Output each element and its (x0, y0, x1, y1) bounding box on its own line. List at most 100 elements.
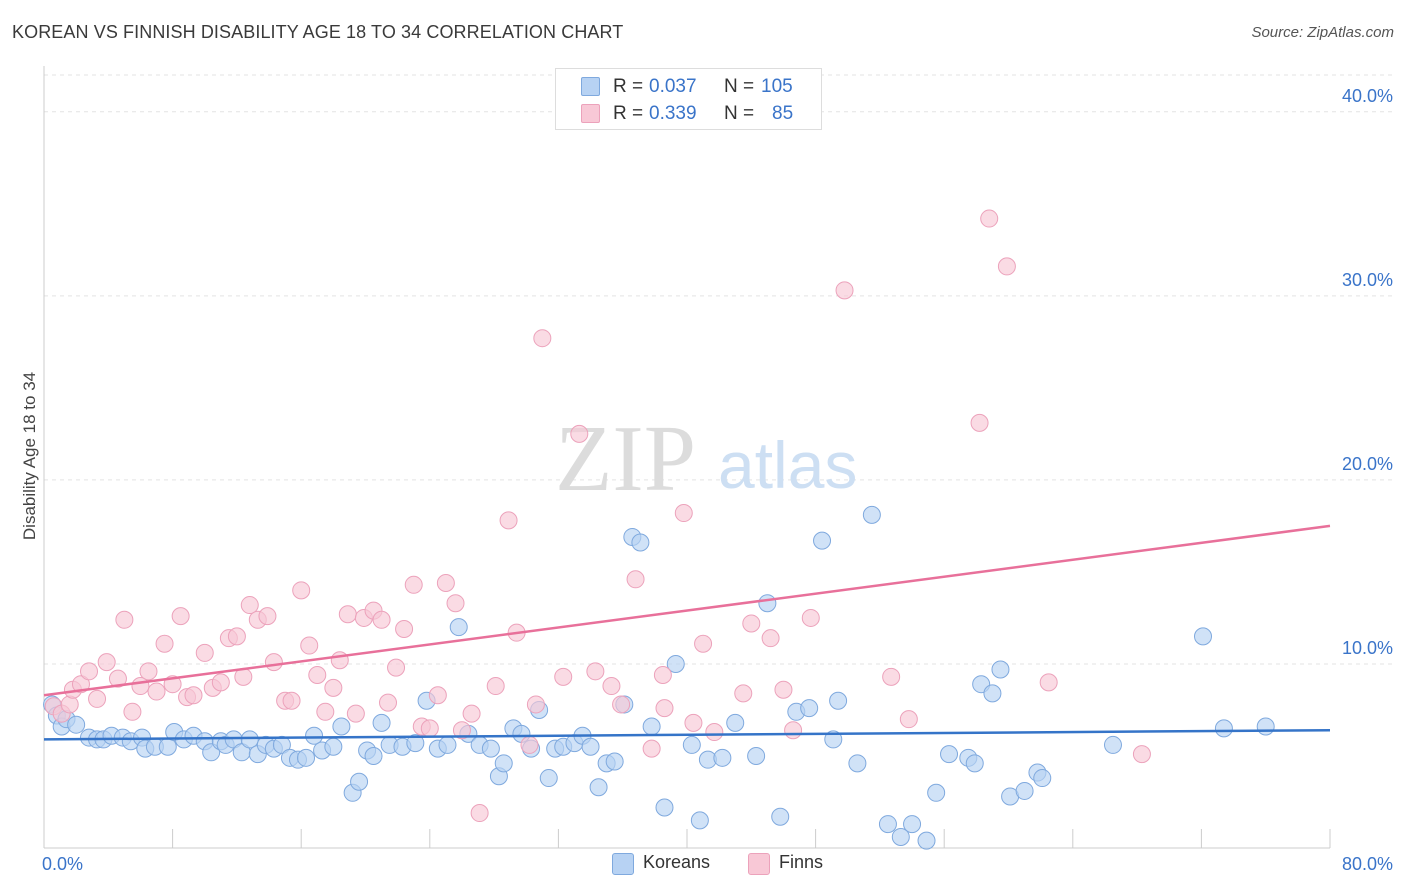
finn-point (97, 653, 116, 672)
n-label: N = (724, 76, 755, 97)
finn-point (452, 721, 471, 740)
finn-point (60, 695, 79, 714)
korean-point (983, 684, 1002, 703)
korean-point (1033, 769, 1052, 788)
finn-point (372, 610, 391, 629)
korean-point (713, 748, 732, 767)
finn-point (404, 575, 423, 594)
y-tick-label: 20.0% (1342, 454, 1393, 474)
korean-point (481, 739, 500, 758)
korean-point (272, 735, 291, 754)
korean-point (494, 754, 513, 773)
korean-point (364, 746, 383, 765)
finn-point (139, 662, 158, 681)
koreans-legend-swatch (612, 853, 634, 875)
finn-point (436, 573, 455, 592)
finns-stat-swatch (581, 104, 600, 123)
finn-point (554, 667, 573, 686)
finn-point (784, 721, 803, 740)
r-label: R = (613, 103, 644, 124)
finn-point (1039, 673, 1058, 692)
finn-point (655, 699, 674, 718)
korean-point (1256, 717, 1275, 736)
finn-point (446, 594, 465, 613)
korean-point (655, 798, 674, 817)
korean-point (747, 746, 766, 765)
korean-point (682, 735, 701, 754)
korean-point (891, 827, 910, 846)
korean-point (297, 748, 316, 767)
watermark-atlas: atlas (718, 428, 857, 502)
finn-point (684, 713, 703, 732)
korean-point (240, 730, 259, 749)
koreans-stat-swatch (581, 77, 600, 96)
korean-point (690, 811, 709, 830)
finn-point (195, 643, 214, 662)
finn-point (258, 607, 277, 626)
korean-point (350, 772, 369, 791)
finn-point (533, 329, 552, 348)
finn-point (742, 614, 761, 633)
finns-trend-line (43, 524, 1331, 697)
legend-label: Finns (779, 852, 824, 872)
finn-point (80, 662, 99, 681)
finn-point (227, 627, 246, 646)
chart-title: KOREAN VS FINNISH DISABILITY AGE 18 TO 3… (12, 22, 624, 42)
finn-point (980, 209, 999, 228)
finn-point (292, 581, 311, 600)
watermark-zip: ZIP (555, 407, 696, 511)
r-label: R = (613, 76, 644, 97)
finn-point (131, 677, 150, 696)
finn-point (526, 695, 545, 714)
finn-point (520, 735, 539, 754)
korean-point (332, 717, 351, 736)
korean-point (862, 505, 881, 524)
finn-point (801, 608, 820, 627)
finn-point (570, 424, 589, 443)
n-value: 105 (761, 76, 793, 97)
x-tick-label: 0.0% (42, 854, 83, 874)
finn-point (88, 689, 107, 708)
finn-point (123, 702, 142, 721)
finn-point (899, 710, 918, 729)
legend-label: Koreans (643, 852, 711, 872)
y-axis-label: Disability Age 18 to 34 (20, 371, 39, 541)
finn-point (694, 634, 713, 653)
y-tick-label: 40.0% (1342, 86, 1393, 106)
finn-point (761, 629, 780, 648)
korean-point (726, 713, 745, 732)
korean-point (666, 654, 685, 673)
finn-point (612, 695, 631, 714)
korean-point (965, 754, 984, 773)
finn-point (71, 675, 90, 694)
finn-point (420, 719, 439, 738)
korean-point (1214, 719, 1233, 738)
korean-point (771, 807, 790, 826)
finn-point (674, 504, 693, 523)
korean-point (642, 717, 661, 736)
r-value: 0.037 (649, 76, 697, 97)
finn-point (1132, 745, 1151, 764)
finn-point (264, 653, 283, 672)
korean-point (1194, 627, 1213, 646)
korean-point (1015, 781, 1034, 800)
korean-point (848, 754, 867, 773)
finn-point (642, 739, 661, 758)
finn-point (970, 413, 989, 432)
korean-point (813, 531, 832, 550)
y-tick-label: 30.0% (1342, 270, 1393, 290)
finns-points (44, 209, 1151, 823)
korean-point (438, 735, 457, 754)
n-label: N = (724, 103, 755, 124)
finn-point (240, 596, 259, 615)
finn-point (282, 691, 301, 710)
finn-point (184, 686, 203, 705)
korean-point (581, 737, 600, 756)
finn-point (300, 636, 319, 655)
finn-point (462, 704, 481, 723)
y-tick-label: 10.0% (1342, 638, 1393, 658)
n-value: 85 (772, 103, 794, 124)
finn-point (586, 662, 605, 681)
finn-point (155, 634, 174, 653)
finn-point (387, 658, 406, 677)
